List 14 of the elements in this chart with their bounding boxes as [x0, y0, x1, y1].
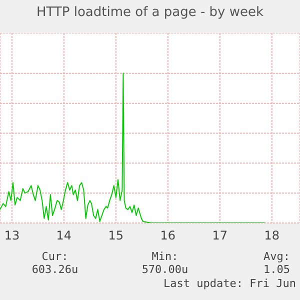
x-tick-label: 17	[212, 228, 228, 243]
text: Min:	[150, 250, 180, 263]
text: Avg:	[262, 250, 290, 263]
text: 1.05	[262, 263, 290, 276]
x-tick-label: 15	[108, 228, 124, 243]
text: Cur:	[40, 250, 70, 263]
x-tick-label: 16	[160, 228, 176, 243]
x-tick-label: 13	[4, 228, 20, 243]
text: 570.00u	[140, 263, 190, 276]
chart-title: HTTP loadtime of a page - by week	[35, 5, 265, 20]
x-tick-label: 14	[56, 228, 72, 243]
text: 603.26u	[30, 263, 80, 276]
x-tick-label: 18	[264, 228, 280, 243]
text: Last update: Fri Jun	[164, 277, 296, 290]
